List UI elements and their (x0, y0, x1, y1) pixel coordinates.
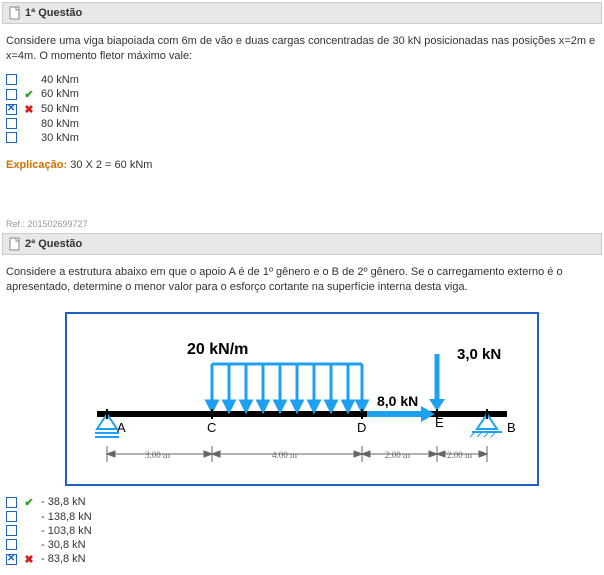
page-icon (9, 6, 21, 20)
question-2-text: Considere a estrutura abaixo em que o ap… (0, 257, 604, 304)
option-label: - 138,8 kN (41, 511, 92, 523)
point-load-label: 3,0 kN (457, 346, 501, 363)
option-checkbox[interactable] (6, 104, 17, 115)
option-row: ✔ 60 kNm (6, 87, 598, 102)
option-checkbox[interactable] (6, 89, 17, 100)
question-2-options: ✔ - 38,8 kN - 138,8 kN - 103,8 kN - 30,8… (0, 495, 604, 575)
option-row: 40 kNm (6, 73, 598, 87)
node-a-label: A (117, 420, 126, 435)
cross-icon: ✖ (23, 103, 35, 116)
option-row: 80 kNm (6, 117, 598, 131)
node-d-label: D (357, 420, 366, 435)
question-1-text: Considere uma viga biapoiada com 6m de v… (0, 26, 604, 73)
question-1-header: 1ª Questão (2, 2, 602, 24)
question-2-figure-wrap: 20 kN/m 3,0 kN 8,0 kN A C D E B 3.00 m 4… (0, 304, 604, 495)
question-2-title: 2ª Questão (25, 238, 82, 250)
option-label: - 83,8 kN (41, 553, 86, 565)
node-c-label: C (207, 420, 216, 435)
cross-icon: ✖ (23, 553, 35, 566)
dim-3: 2.00 m (385, 450, 410, 460)
option-row: - 103,8 kN (6, 524, 598, 538)
option-checkbox[interactable] (6, 132, 17, 143)
dim-1: 3.00 m (145, 450, 170, 460)
option-label: 60 kNm (41, 88, 79, 100)
option-checkbox[interactable] (6, 554, 17, 565)
question-ref: Ref.: 201502699727 (0, 217, 604, 231)
option-row: - 138,8 kN (6, 510, 598, 524)
beam-figure: 20 kN/m 3,0 kN 8,0 kN A C D E B 3.00 m 4… (65, 312, 539, 486)
option-label: - 30,8 kN (41, 539, 86, 551)
node-b-label: B (507, 420, 516, 435)
check-icon: ✔ (23, 88, 35, 101)
question-2-header: 2ª Questão (2, 233, 602, 255)
option-row: ✖ - 83,8 kN (6, 552, 598, 567)
dist-load-label: 20 kN/m (187, 341, 248, 358)
option-checkbox[interactable] (6, 118, 17, 129)
option-checkbox[interactable] (6, 497, 17, 508)
option-row: - 30,8 kN (6, 538, 598, 552)
option-label: - 38,8 kN (41, 496, 86, 508)
option-label: 30 kNm (41, 132, 79, 144)
explanation-text: 30 X 2 = 60 kNm (70, 159, 152, 171)
option-row: ✔ - 38,8 kN (6, 495, 598, 510)
explanation-label: Explicação: (6, 159, 67, 171)
check-icon: ✔ (23, 496, 35, 509)
question-1-title: 1ª Questão (25, 7, 82, 19)
option-checkbox[interactable] (6, 525, 17, 536)
option-row: ✖ 50 kNm (6, 102, 598, 117)
dim-4: 2.00 m (447, 450, 472, 460)
dim-2: 4.00 m (272, 450, 297, 460)
question-1-options: 40 kNm ✔ 60 kNm ✖ 50 kNm 80 kNm 30 kNm (0, 73, 604, 153)
option-checkbox[interactable] (6, 539, 17, 550)
option-row: 30 kNm (6, 131, 598, 145)
option-label: 50 kNm (41, 103, 79, 115)
option-label: 80 kNm (41, 118, 79, 130)
question-1-explanation: Explicação: 30 X 2 = 60 kNm (0, 153, 604, 177)
node-e-label: E (435, 415, 444, 430)
page-icon (9, 237, 21, 251)
option-checkbox[interactable] (6, 74, 17, 85)
option-label: - 103,8 kN (41, 525, 92, 537)
axial-load-label: 8,0 kN (377, 393, 418, 409)
option-checkbox[interactable] (6, 511, 17, 522)
option-label: 40 kNm (41, 74, 79, 86)
